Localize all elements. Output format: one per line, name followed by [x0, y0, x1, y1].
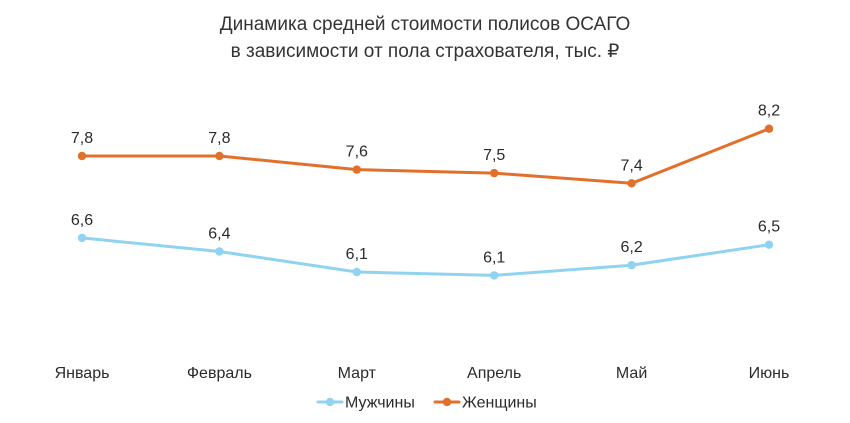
- x-tick-label: Май: [616, 365, 647, 382]
- data-point-men: [352, 267, 361, 277]
- data-label-men: 6,6: [71, 212, 93, 229]
- chart-title: Динамика средней стоимости полисов ОСАГО…: [220, 14, 631, 62]
- legend-label: Женщины: [462, 395, 537, 412]
- legend-item-men: Мужчины: [316, 395, 415, 412]
- data-point-women: [627, 179, 636, 188]
- chart-title-line-1: Динамика средней стоимости полисов ОСАГО: [220, 14, 631, 35]
- x-tick-label: Июнь: [749, 365, 790, 382]
- data-label-men: 6,4: [208, 226, 230, 243]
- data-point-men: [215, 247, 224, 256]
- legend: Мужчины Женщины: [316, 395, 537, 412]
- data-label-women: 7,8: [208, 130, 230, 147]
- legend-item-women: Женщины: [433, 395, 537, 412]
- data-label-women: 8,2: [758, 103, 780, 120]
- plot-area: 6,6 6,4 6,1 6,1 6,2 6,5 7,8 7,8 7,6 7,5 7,4 8,2: [71, 103, 780, 280]
- chart-title-line-2: в зависимости от пола страхователя, тыс.…: [231, 41, 620, 62]
- data-label-men: 6,2: [620, 239, 642, 256]
- data-point-women: [764, 124, 774, 133]
- data-label-women: 7,5: [483, 147, 505, 164]
- data-point-women: [77, 151, 87, 161]
- data-label-men: 6,5: [758, 219, 780, 236]
- x-tick-label: Апрель: [467, 365, 521, 382]
- series-line-women: [80, 127, 771, 185]
- data-point-men: [77, 233, 87, 243]
- data-point-women: [490, 168, 499, 178]
- data-point-men: [490, 271, 499, 280]
- legend-swatch-dot: [442, 397, 452, 407]
- data-point-men: [764, 240, 774, 249]
- data-point-women: [352, 165, 361, 174]
- data-label-men: 6,1: [483, 249, 505, 266]
- data-point-women: [215, 151, 224, 161]
- data-label-women: 7,6: [346, 144, 368, 161]
- legend-swatch-dot: [325, 397, 335, 407]
- data-label-men: 6,1: [346, 246, 368, 263]
- series-line-men: [80, 236, 771, 277]
- x-axis-category-labels: Январь Февраль Март Апрель Май Июнь: [55, 365, 790, 382]
- data-label-women: 7,4: [620, 157, 642, 174]
- data-point-men: [627, 261, 636, 270]
- x-tick-label: Февраль: [187, 365, 252, 382]
- x-tick-label: Март: [338, 365, 377, 382]
- legend-label: Мужчины: [345, 395, 415, 412]
- x-tick-label: Январь: [55, 365, 110, 382]
- data-label-women: 7,8: [71, 130, 93, 147]
